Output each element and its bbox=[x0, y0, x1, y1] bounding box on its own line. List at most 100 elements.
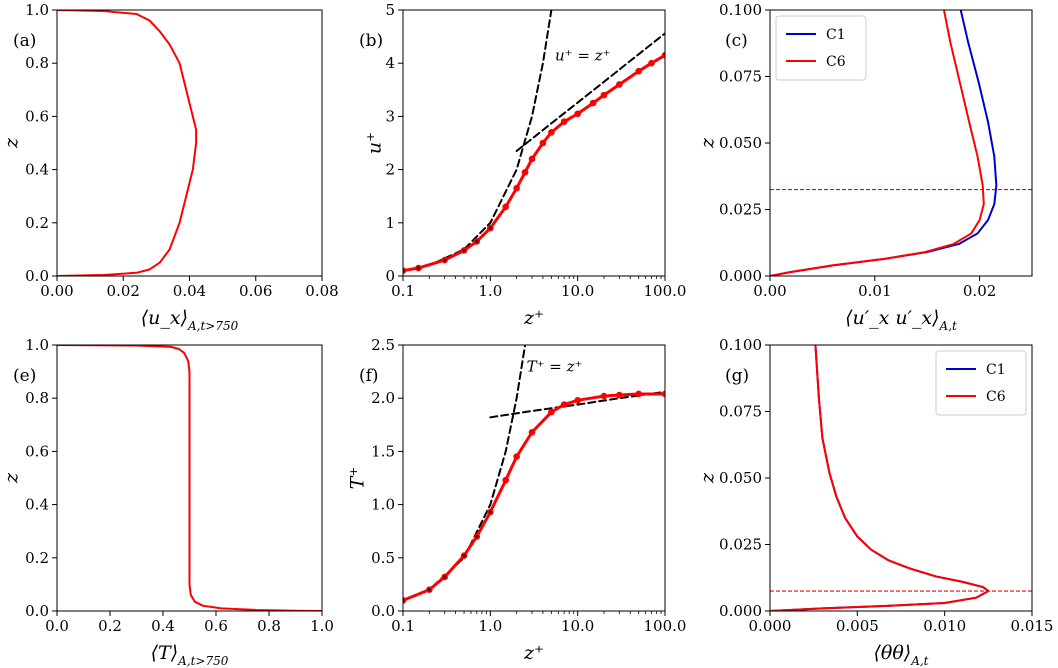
panel-e-x-tick-label: 0.4 bbox=[151, 617, 175, 635]
panel-b-data-point bbox=[513, 184, 520, 192]
panel-g-y-tick-label: 0.050 bbox=[719, 469, 762, 487]
panel-f-wall-marker bbox=[462, 554, 466, 558]
panel-g-plot-area bbox=[770, 345, 1032, 611]
panel-g-series-1 bbox=[770, 345, 990, 611]
panel-c-y-tick-label: 0.075 bbox=[719, 68, 762, 86]
panel-f-wall-marker bbox=[427, 588, 431, 592]
panel-f-data-point bbox=[616, 391, 623, 399]
panel-f-data-point bbox=[600, 392, 608, 400]
panel-g-y-axis-label: z bbox=[697, 472, 719, 484]
panel-b-y-tick-label: 2 bbox=[385, 161, 395, 179]
panel-f-plot-area bbox=[403, 345, 665, 604]
panel-b-y-tick-label: 4 bbox=[385, 54, 395, 72]
panel-e-x-tick-label: 0.6 bbox=[204, 617, 228, 635]
panel-c-plot-area bbox=[770, 10, 1032, 276]
panel-c-legend: C1 C6 bbox=[775, 15, 867, 81]
panel-a-y-tick-label: 0.4 bbox=[25, 161, 49, 179]
panel-e-x-tick-label: 0.0 bbox=[45, 617, 69, 635]
panel-g-x-tick-label: 0.015 bbox=[1011, 617, 1054, 635]
panel-f-wall-marker bbox=[475, 534, 479, 539]
panel-b-x-axis-label: z⁺ bbox=[523, 307, 544, 329]
panel-b-y-tick-label: 3 bbox=[385, 107, 395, 125]
panel-f: 0.1 1.0 10.0 100.0 0.0 0.5 1.0 1.5 2.0 2.5 z⁺ T⁺ (f)… bbox=[347, 336, 687, 664]
panel-b-y-tick-label: 5 bbox=[385, 1, 395, 19]
panel-e-x-tick-label: 1.0 bbox=[310, 617, 334, 635]
panel-f-y-tick-label: 1.5 bbox=[371, 442, 395, 460]
panel-b-frame bbox=[402, 9, 666, 277]
panel-b-data-point bbox=[528, 155, 536, 163]
panel-f-y-tick-label: 1.0 bbox=[371, 496, 395, 514]
panel-e-x-axis-label: ⟨T⟩A,t>750 bbox=[151, 642, 229, 668]
panel-b-data-point bbox=[548, 129, 555, 136]
panel-b-data-point bbox=[589, 99, 597, 107]
panel-f-y-tick-label: 2.5 bbox=[371, 336, 395, 354]
legend-label-c1: C1 bbox=[826, 27, 846, 43]
legend-label-c6: C6 bbox=[986, 389, 1006, 405]
panel-c-x-tick-label: 0.01 bbox=[858, 282, 891, 300]
panel-b-data-point bbox=[403, 267, 407, 274]
panel-a-x-tick-label: 0.06 bbox=[239, 282, 272, 300]
panel-a-plot-area bbox=[57, 10, 198, 276]
panel-b-annotation: u⁺ = z⁺ bbox=[555, 47, 611, 65]
panel-a-x-tick-label: 0.08 bbox=[305, 282, 338, 300]
panel-f-y-tick-label: 2.0 bbox=[371, 389, 395, 407]
panel-f-y-tick-label: 0.0 bbox=[371, 602, 395, 620]
panel-b-wall-marker bbox=[488, 226, 492, 230]
panel-e-plot-area bbox=[57, 345, 322, 611]
panel-a-x-tick-label: 0.00 bbox=[40, 282, 73, 300]
panel-b-data-point bbox=[521, 168, 529, 176]
panel-c-y-tick-label: 0.050 bbox=[719, 134, 762, 152]
panel-b-x-tick-label: 1.0 bbox=[478, 282, 502, 300]
panel-a-y-axis-label: z bbox=[1, 137, 23, 149]
panel-a-x-tick-label: 0.02 bbox=[107, 282, 140, 300]
panel-g-y-tick-label: 0.025 bbox=[719, 536, 762, 554]
panel-b-data-point bbox=[648, 59, 655, 67]
panel-b-label: (b) bbox=[359, 31, 383, 51]
panel-f-x-tick-label: 0.1 bbox=[391, 617, 415, 635]
panel-f-data-point bbox=[548, 408, 555, 416]
panel-f-data-point bbox=[513, 453, 520, 461]
panel-e-y-tick-label: 1.0 bbox=[25, 336, 49, 354]
panel-e-label: (e) bbox=[13, 366, 36, 386]
panel-c-label: (c) bbox=[725, 31, 748, 51]
panel-g-x-axis-label: ⟨θθ⟩A,t bbox=[873, 642, 928, 668]
panel-b-data-point bbox=[600, 91, 608, 99]
panel-c-y-tick-label: 0.025 bbox=[719, 201, 762, 219]
panel-g-label: (g) bbox=[725, 366, 749, 386]
panel-f-series-0 bbox=[403, 345, 527, 602]
panel-e-y-tick-label: 0.0 bbox=[25, 602, 49, 620]
panel-e-x-tick-label: 0.2 bbox=[98, 617, 122, 635]
panel-f-data-point bbox=[502, 476, 510, 484]
panel-b-data-point bbox=[616, 81, 623, 88]
panel-f-series-1 bbox=[489, 390, 665, 419]
panel-b-wall-marker bbox=[462, 248, 466, 253]
legend-label-c6: C6 bbox=[826, 54, 846, 70]
panel-b: 0.1 1.0 10.0 100.0 0 1 2 3 4 5 z⁺ u⁺ (b) u⁺ = z⁺ bbox=[359, 1, 686, 329]
panel-c-y-tick-label: 0.100 bbox=[719, 1, 762, 19]
panel-a-y-tick-label: 0.0 bbox=[25, 267, 49, 285]
panel-f-x-tick-label: 100.0 bbox=[644, 617, 687, 635]
legend-label-c1: C1 bbox=[986, 362, 1006, 378]
panel-f-data-point bbox=[528, 428, 536, 436]
panel-e-x-tick-label: 0.8 bbox=[257, 617, 281, 635]
panel-c: 0.00 0.01 0.02 0.000 0.025 0.050 0.075 0.100 ⟨u′… bbox=[697, 1, 1033, 333]
panel-g-y-tick-label: 0.000 bbox=[719, 602, 762, 620]
panel-f-data-point bbox=[635, 390, 643, 398]
panel-b-x-tick-label: 10.0 bbox=[561, 282, 594, 300]
panel-f-wall-marker bbox=[488, 510, 492, 514]
panel-e-frame bbox=[56, 344, 323, 612]
panel-b-data-point bbox=[539, 139, 547, 147]
panel-c-y-tick-label: 0.000 bbox=[719, 267, 762, 285]
panel-b-x-tick-label: 0.1 bbox=[391, 282, 415, 300]
panel-g-x-tick-label: 0.010 bbox=[923, 617, 966, 635]
panel-b-y-tick-label: 1 bbox=[385, 214, 395, 232]
legend-box bbox=[935, 350, 1027, 416]
panel-b-plot-area bbox=[403, 10, 665, 274]
panel-g-y-tick-label: 0.075 bbox=[719, 403, 762, 421]
panel-f-data-point bbox=[574, 397, 581, 404]
panel-f-y-axis-label: T⁺ bbox=[347, 467, 369, 490]
panel-g-legend: C1 C6 bbox=[935, 350, 1027, 416]
panel-a-frame bbox=[56, 9, 323, 277]
